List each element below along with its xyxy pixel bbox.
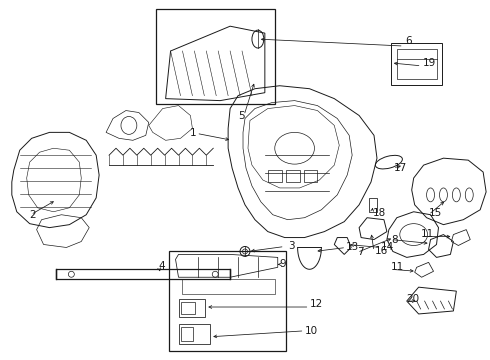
Bar: [286, 170, 299, 182]
Text: 16: 16: [375, 247, 388, 256]
Text: 8: 8: [391, 234, 397, 244]
Text: 2: 2: [30, 210, 36, 220]
Text: 9: 9: [280, 259, 286, 269]
Text: 19: 19: [422, 58, 436, 68]
Text: 1: 1: [190, 129, 196, 138]
Text: 20: 20: [407, 294, 420, 304]
Text: 11: 11: [420, 229, 434, 239]
Bar: [169, 251, 286, 351]
Text: 3: 3: [288, 242, 294, 252]
Bar: [156, 9, 275, 104]
Bar: [369, 198, 377, 212]
Bar: [181, 327, 194, 341]
Text: 17: 17: [394, 163, 407, 173]
Text: 4: 4: [159, 261, 165, 271]
Text: 10: 10: [305, 326, 318, 336]
Bar: [181, 302, 196, 314]
Text: 18: 18: [373, 208, 386, 218]
Bar: [397, 49, 437, 79]
Bar: [303, 170, 318, 182]
Text: 12: 12: [310, 299, 323, 309]
Bar: [56, 269, 230, 279]
Text: 15: 15: [429, 208, 442, 218]
Text: 7: 7: [357, 247, 364, 257]
Bar: [391, 43, 442, 85]
Text: 6: 6: [405, 36, 412, 46]
Text: 14: 14: [381, 243, 394, 252]
Bar: [268, 170, 282, 182]
Text: 5: 5: [238, 111, 245, 121]
Text: 11: 11: [391, 262, 404, 272]
Text: 13: 13: [346, 243, 360, 252]
